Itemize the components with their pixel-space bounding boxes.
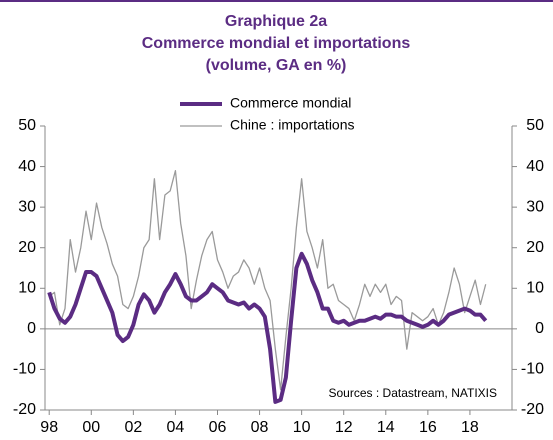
y-tick-label: 10 [18,280,36,297]
y-tick-label: 20 [18,239,36,256]
y2-tick-label: -10 [521,361,544,378]
x-tick-label: 18 [461,419,479,435]
y-tick-label: 40 [18,158,36,175]
x-tick-label: 02 [124,419,142,435]
x-tick-label: 08 [251,419,269,435]
chart-subtitle: Commerce mondial et importations [142,35,411,52]
y2-tick-label: 20 [526,239,544,256]
x-tick-label: 12 [335,419,353,435]
y-tick-label: -20 [13,401,36,418]
x-tick-label: 98 [40,419,58,435]
y-tick-label: 30 [18,198,36,215]
y2-tick-label: 0 [535,320,544,337]
x-tick-label: 14 [377,419,395,435]
y-tick-label: -10 [13,361,36,378]
x-tick-label: 00 [82,419,100,435]
x-tick-label: 10 [293,419,311,435]
y2-tick-label: 10 [526,280,544,297]
legend-label: Chine : importations [230,117,355,133]
y2-tick-label: 40 [526,158,544,175]
y-tick-label: 0 [27,320,36,337]
chart-title: Graphique 2a [225,13,327,30]
chart-subtitle: (volume, GA en %) [206,57,347,74]
y2-tick-label: 50 [526,117,544,134]
x-tick-label: 16 [419,419,437,435]
y-tick-label: 50 [18,117,36,134]
y2-tick-label: 30 [526,198,544,215]
series-line [47,251,488,404]
annotation: Sources : Datastream, NATIXIS [329,386,498,400]
series-line [48,169,487,391]
y2-tick-label: -20 [521,401,544,418]
legend-label: Commerce mondial [230,95,351,111]
x-tick-label: 04 [167,419,185,435]
x-tick-label: 06 [209,419,227,435]
